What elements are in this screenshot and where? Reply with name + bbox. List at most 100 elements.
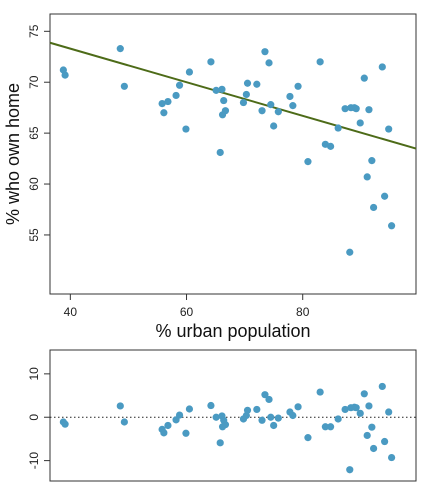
main-x-tick-label: 60 (180, 305, 194, 319)
data-point (243, 79, 252, 87)
residual-point (212, 413, 220, 421)
data-point (368, 157, 376, 165)
main-scatter-panel: 55 60 65 70 75 40 60 80 % urban population % w… (3, 13, 417, 341)
data-point (220, 96, 228, 105)
main-y-tick-label: 75 (27, 24, 41, 38)
data-point (216, 148, 224, 157)
residual-point (164, 421, 172, 430)
residual-point (175, 411, 184, 419)
residual-point (294, 403, 302, 411)
residual-point (243, 406, 252, 414)
data-point (365, 106, 373, 114)
main-plot-frame (49, 13, 417, 295)
residual-scatter-panel: 10 0 -10 (27, 349, 417, 482)
residual-point (388, 453, 396, 462)
data-point (172, 91, 180, 100)
residual-point (381, 437, 389, 446)
residual-point (356, 409, 364, 417)
data-point (385, 125, 393, 133)
data-point (160, 109, 168, 117)
residual-point (185, 405, 194, 413)
main-y-tick-label: 70 (27, 75, 41, 89)
main-y-tick-label: 60 (27, 177, 41, 191)
residual-point (365, 402, 373, 410)
residual-point (218, 423, 227, 431)
data-point (185, 68, 194, 76)
residual-y-tick-label: 10 (27, 367, 41, 381)
residual-point (289, 411, 297, 420)
y-axis-title: % who own home (3, 83, 23, 225)
data-point (261, 48, 269, 56)
residual-point (385, 408, 393, 416)
data-point (239, 98, 248, 107)
main-y-tick-label: 65 (27, 126, 41, 140)
data-point (316, 58, 324, 66)
data-point (286, 92, 294, 101)
main-y-tick-label: 55 (27, 228, 41, 242)
residual-point (261, 391, 269, 399)
data-point (120, 82, 128, 90)
residual-data-points (59, 382, 396, 474)
residual-point (378, 382, 386, 391)
data-point (182, 125, 190, 133)
data-point (304, 158, 312, 166)
residual-point (207, 401, 215, 410)
residual-point (363, 431, 371, 440)
data-point (369, 203, 378, 212)
main-x-tick-label: 40 (64, 305, 78, 319)
residual-point (160, 429, 168, 437)
data-point (265, 59, 273, 67)
data-point (334, 124, 342, 132)
residual-point (316, 388, 324, 396)
residual-point (253, 405, 261, 414)
data-point (242, 90, 250, 99)
data-point (378, 63, 386, 71)
residual-point (274, 414, 282, 422)
data-point (381, 192, 389, 200)
residual-point (258, 416, 266, 424)
residual-plot-frame (49, 349, 417, 482)
residual-point (265, 395, 273, 404)
data-point (61, 71, 69, 79)
data-point (341, 105, 349, 113)
regression-line (49, 41, 417, 150)
data-point (258, 107, 266, 115)
residual-point (216, 439, 224, 447)
residual-y-axis: 10 0 -10 (27, 367, 50, 469)
data-point (356, 119, 364, 127)
residual-point (120, 418, 128, 426)
residual-point (304, 434, 312, 442)
main-x-axis: 40 60 80 (64, 294, 310, 319)
data-point (270, 122, 278, 130)
main-data-points (59, 45, 396, 256)
residual-point (341, 405, 349, 414)
residual-point (352, 404, 360, 412)
residual-point (368, 423, 376, 431)
data-point (360, 74, 368, 82)
data-point (158, 100, 166, 108)
residual-y-tick-label: -10 (27, 452, 41, 470)
residual-point (267, 413, 275, 421)
data-point (267, 101, 275, 109)
data-point (388, 222, 396, 230)
data-point (116, 45, 124, 53)
residual-point (369, 444, 378, 453)
main-x-tick-label: 80 (296, 305, 310, 319)
data-point (207, 58, 215, 66)
residual-point (270, 421, 278, 430)
residual-point (327, 423, 335, 431)
data-point (175, 81, 184, 89)
residual-y-tick-label: 0 (27, 414, 41, 421)
x-axis-title: % urban population (155, 321, 310, 341)
data-point (164, 97, 172, 106)
residual-point (360, 390, 368, 398)
data-point (274, 108, 282, 116)
data-point (346, 248, 354, 256)
data-point (218, 111, 227, 119)
data-point (218, 85, 226, 93)
residual-point (321, 423, 329, 431)
data-point (294, 82, 302, 90)
data-point (253, 80, 261, 88)
residual-point (61, 420, 69, 428)
